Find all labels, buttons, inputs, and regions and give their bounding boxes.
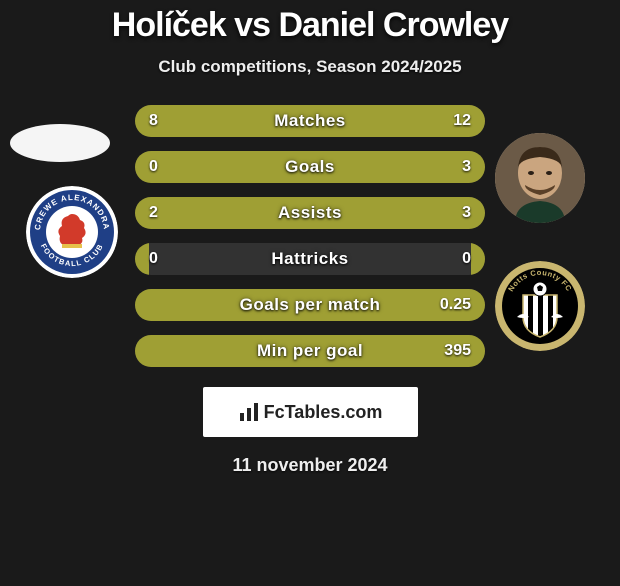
stat-left-value: 8 — [149, 105, 158, 137]
stat-label: Assists — [135, 197, 485, 229]
stat-right-value: 3 — [462, 197, 471, 229]
stat-label: Min per goal — [135, 335, 485, 367]
stats-container: Matches812Goals03Assists23Hattricks00Goa… — [135, 105, 485, 367]
stat-row: Assists2 3 — [135, 197, 485, 229]
comparison-title: Holíček vs Daniel Crowley — [0, 6, 620, 45]
stat-label: Goals per match — [135, 289, 485, 321]
stat-label: Matches — [135, 105, 485, 137]
player-left-photo — [10, 124, 110, 162]
stat-left-value: 2 — [149, 197, 158, 229]
fctables-icon — [238, 401, 260, 423]
fctables-label: FcTables.com — [264, 402, 383, 423]
stat-row: Matches8 12 — [135, 105, 485, 137]
stat-right-value: 0 — [462, 243, 471, 275]
comparison-subtitle: Club competitions, Season 2024/2025 — [0, 57, 620, 77]
stat-left-value: 0 — [149, 243, 158, 275]
stat-label: Goals — [135, 151, 485, 183]
stat-right-value: 395 — [444, 335, 471, 367]
stat-left-value: 0 — [149, 151, 158, 183]
fctables-badge: FcTables.com — [203, 387, 418, 437]
club-crest-left: CREWE ALEXANDRA FOOTBALL CLUB — [26, 186, 118, 278]
stat-row: Min per goal395 — [135, 335, 485, 367]
stat-right-value: 12 — [453, 105, 471, 137]
stat-label: Hattricks — [135, 243, 485, 275]
stat-row: Hattricks0 0 — [135, 243, 485, 275]
player-right-photo — [495, 133, 585, 223]
club-crest-right: Notts County FC — [495, 261, 585, 351]
comparison-date: 11 november 2024 — [0, 455, 620, 476]
stat-right-value: 3 — [462, 151, 471, 183]
stat-row: Goals0 3 — [135, 151, 485, 183]
stat-row: Goals per match0.25 — [135, 289, 485, 321]
stat-right-value: 0.25 — [440, 289, 471, 321]
